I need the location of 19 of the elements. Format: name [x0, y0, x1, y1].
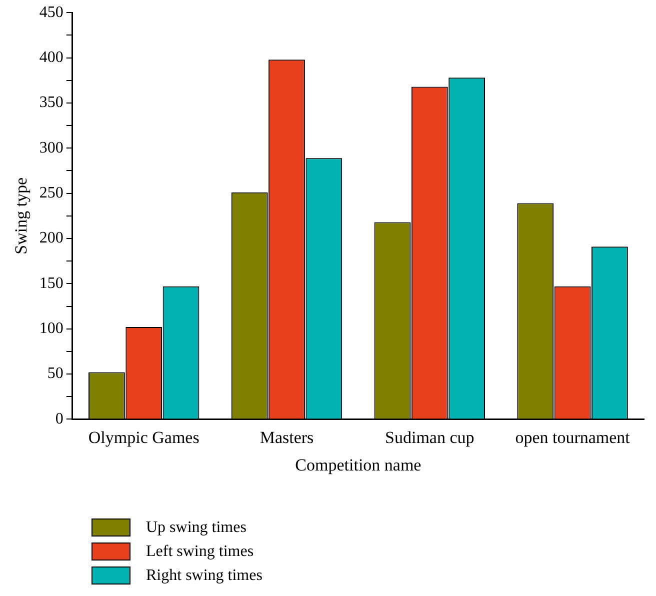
y-tick-label: 50	[47, 365, 64, 382]
y-tick-label: 150	[39, 274, 64, 292]
y-tick-label: 200	[39, 230, 64, 247]
x-axis-title: Competition name	[295, 455, 422, 474]
x-tick-label: open tournament	[515, 428, 630, 447]
x-tick-label: Masters	[260, 428, 314, 447]
legend-label: Left swing times	[146, 543, 254, 560]
y-tick-label: 0	[55, 410, 64, 428]
y-tick-label: 450	[39, 4, 64, 21]
y-tick-label: 350	[39, 94, 64, 112]
y-axis-title: Swing type	[12, 177, 31, 254]
x-tick-label: Olympic Games	[88, 428, 200, 447]
legend-label: Up swing times	[146, 519, 246, 536]
y-tick-label: 400	[39, 48, 64, 66]
y-tick-label: 100	[39, 320, 64, 338]
x-tick-label: Sudiman cup	[385, 428, 474, 447]
legend-label: Right swing times	[146, 567, 262, 584]
y-tick-label: 250	[39, 184, 64, 202]
y-tick-label: 300	[39, 139, 64, 156]
